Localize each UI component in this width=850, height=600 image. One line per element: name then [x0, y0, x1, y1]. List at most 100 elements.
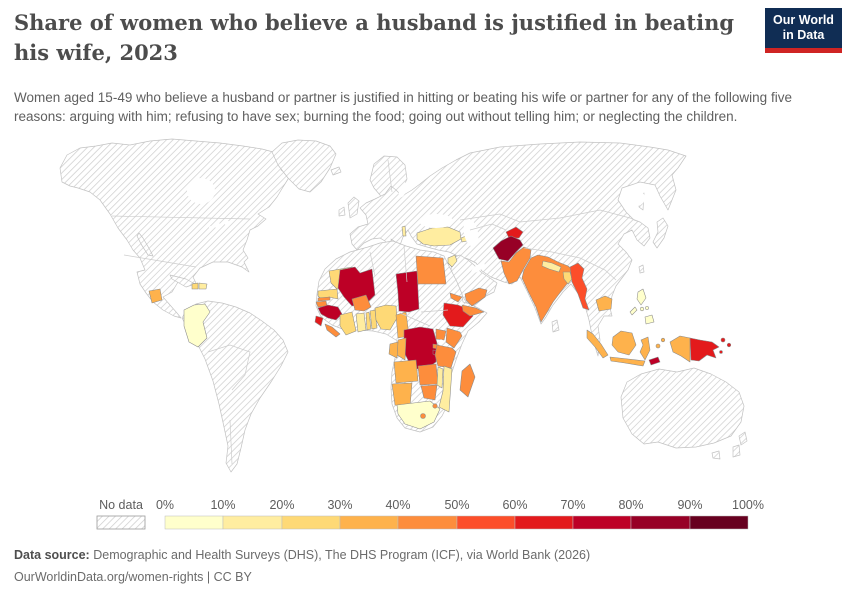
- landmass-north-america[interactable]: [59, 138, 291, 319]
- country-dr-congo[interactable]: [403, 326, 438, 371]
- country-indonesia-maluku-1[interactable]: [655, 343, 661, 349]
- country-bangladesh[interactable]: [562, 271, 573, 285]
- country-zimbabwe[interactable]: [420, 384, 438, 401]
- country-angola[interactable]: [393, 359, 419, 384]
- legend-bin-1[interactable]: [222, 515, 283, 530]
- legend-bin-9[interactable]: [689, 515, 749, 530]
- country-png-island-1[interactable]: [720, 337, 726, 343]
- owid-logo[interactable]: Our World in Data: [765, 8, 842, 53]
- country-lesotho[interactable]: [420, 413, 426, 419]
- landmass-greenland[interactable]: [271, 139, 337, 193]
- great-lake-3: [209, 226, 213, 230]
- legend-tick-4: 40%: [385, 498, 410, 512]
- legend-bin-2[interactable]: [281, 515, 341, 530]
- country-chad[interactable]: [395, 270, 420, 313]
- country-zambia[interactable]: [417, 363, 439, 386]
- country-nepal[interactable]: [541, 260, 562, 273]
- country-jordan[interactable]: [447, 254, 458, 268]
- country-afghanistan[interactable]: [492, 235, 524, 262]
- water-bodies: [187, 178, 645, 345]
- legend-tick-1: 10%: [210, 498, 235, 512]
- country-south-africa[interactable]: [396, 400, 441, 430]
- landmass-japan[interactable]: [652, 217, 669, 249]
- country-madagascar[interactable]: [459, 363, 476, 398]
- landmass-australia[interactable]: [620, 367, 745, 449]
- country-philippines-visayas-1[interactable]: [639, 306, 645, 312]
- country-indonesia-maluku-2[interactable]: [660, 337, 666, 343]
- country-papua-new-guinea[interactable]: [689, 337, 720, 362]
- country-tanzania[interactable]: [434, 344, 457, 369]
- country-india[interactable]: [521, 254, 575, 323]
- country-indonesia-java[interactable]: [609, 356, 646, 367]
- country-egypt[interactable]: [415, 255, 447, 285]
- country-philippines-visayas-2[interactable]: [645, 306, 649, 310]
- country-benin[interactable]: [369, 309, 378, 330]
- country-gabon[interactable]: [388, 341, 399, 359]
- landmass-baja-california[interactable]: [136, 232, 154, 257]
- country-sierra-leone[interactable]: [314, 315, 324, 327]
- legend-bin-7[interactable]: [572, 515, 632, 530]
- country-nigeria[interactable]: [374, 304, 398, 331]
- great-lake-1: [215, 223, 221, 229]
- country-somaliland[interactable]: [461, 304, 485, 317]
- attribution-line[interactable]: OurWorldinData.org/women-rights | CC BY: [14, 569, 252, 584]
- border-sudan-south-sudan: [420, 309, 449, 313]
- country-liberia[interactable]: [324, 323, 341, 338]
- country-gambia[interactable]: [317, 296, 331, 302]
- legend-no-data-swatch[interactable]: [96, 515, 146, 530]
- country-cote-divoire[interactable]: [339, 311, 357, 336]
- border-central-african-republic: [399, 312, 431, 327]
- legend-bin-8[interactable]: [630, 515, 691, 530]
- landmass-new-zealand-south[interactable]: [732, 444, 741, 458]
- legend-tick-5: 50%: [444, 498, 469, 512]
- country-kenya[interactable]: [445, 327, 463, 349]
- landmass-ireland[interactable]: [338, 206, 346, 217]
- landmass-great-britain[interactable]: [347, 196, 360, 219]
- landmass-iceland[interactable]: [330, 166, 342, 176]
- legend-bin-4[interactable]: [397, 515, 458, 530]
- country-guinea[interactable]: [317, 304, 343, 321]
- country-togo[interactable]: [365, 311, 372, 331]
- legend-no-data-label: No data: [99, 498, 143, 512]
- landmass-sri-lanka[interactable]: [551, 319, 560, 333]
- landmass-tasmania[interactable]: [711, 450, 721, 460]
- legend-bin-0[interactable]: [164, 515, 224, 530]
- legend-bin-6[interactable]: [514, 515, 574, 530]
- legend-bin-3[interactable]: [339, 515, 399, 530]
- country-dominican-republic[interactable]: [198, 282, 208, 290]
- country-png-island-2[interactable]: [726, 342, 732, 348]
- page-title: Share of women who believe a husband is …: [14, 10, 735, 66]
- persian-gulf: [471, 262, 485, 274]
- country-guatemala[interactable]: [148, 288, 163, 304]
- country-pakistan[interactable]: [500, 246, 532, 285]
- landmass-cuba[interactable]: [169, 274, 196, 288]
- country-cambodia[interactable]: [595, 295, 613, 312]
- map-legend: No data 0% 10% 20% 30% 40% 50% 60% 70% 8…: [96, 498, 764, 530]
- country-philippines-mindanao[interactable]: [644, 314, 655, 325]
- country-yemen[interactable]: [464, 287, 488, 307]
- country-indonesia-sulawesi[interactable]: [639, 336, 651, 361]
- country-malawi[interactable]: [436, 366, 444, 389]
- country-uganda[interactable]: [435, 328, 447, 341]
- country-ghana[interactable]: [355, 312, 367, 333]
- country-timor-leste[interactable]: [648, 356, 661, 366]
- landmass-new-zealand-north[interactable]: [738, 431, 748, 446]
- country-mozambique[interactable]: [438, 365, 453, 413]
- country-colombia[interactable]: [183, 303, 211, 348]
- country-albania[interactable]: [401, 225, 407, 237]
- legend-bin-5[interactable]: [456, 515, 516, 530]
- country-philippines-luzon[interactable]: [636, 288, 647, 306]
- country-philippines-palawan[interactable]: [629, 306, 638, 316]
- country-indonesia-west-papua[interactable]: [669, 335, 691, 363]
- landmass-taiwan[interactable]: [638, 264, 645, 274]
- internal-borders: [111, 159, 641, 465]
- country-indonesia-borneo[interactable]: [611, 330, 637, 356]
- country-burkina-faso[interactable]: [351, 294, 372, 312]
- country-haiti[interactable]: [191, 282, 199, 290]
- country-indonesia-sumatra[interactable]: [586, 329, 609, 359]
- country-myanmar[interactable]: [569, 262, 590, 311]
- country-eritrea[interactable]: [449, 292, 463, 303]
- country-eswatini[interactable]: [432, 403, 438, 409]
- country-png-island-3[interactable]: [719, 350, 723, 354]
